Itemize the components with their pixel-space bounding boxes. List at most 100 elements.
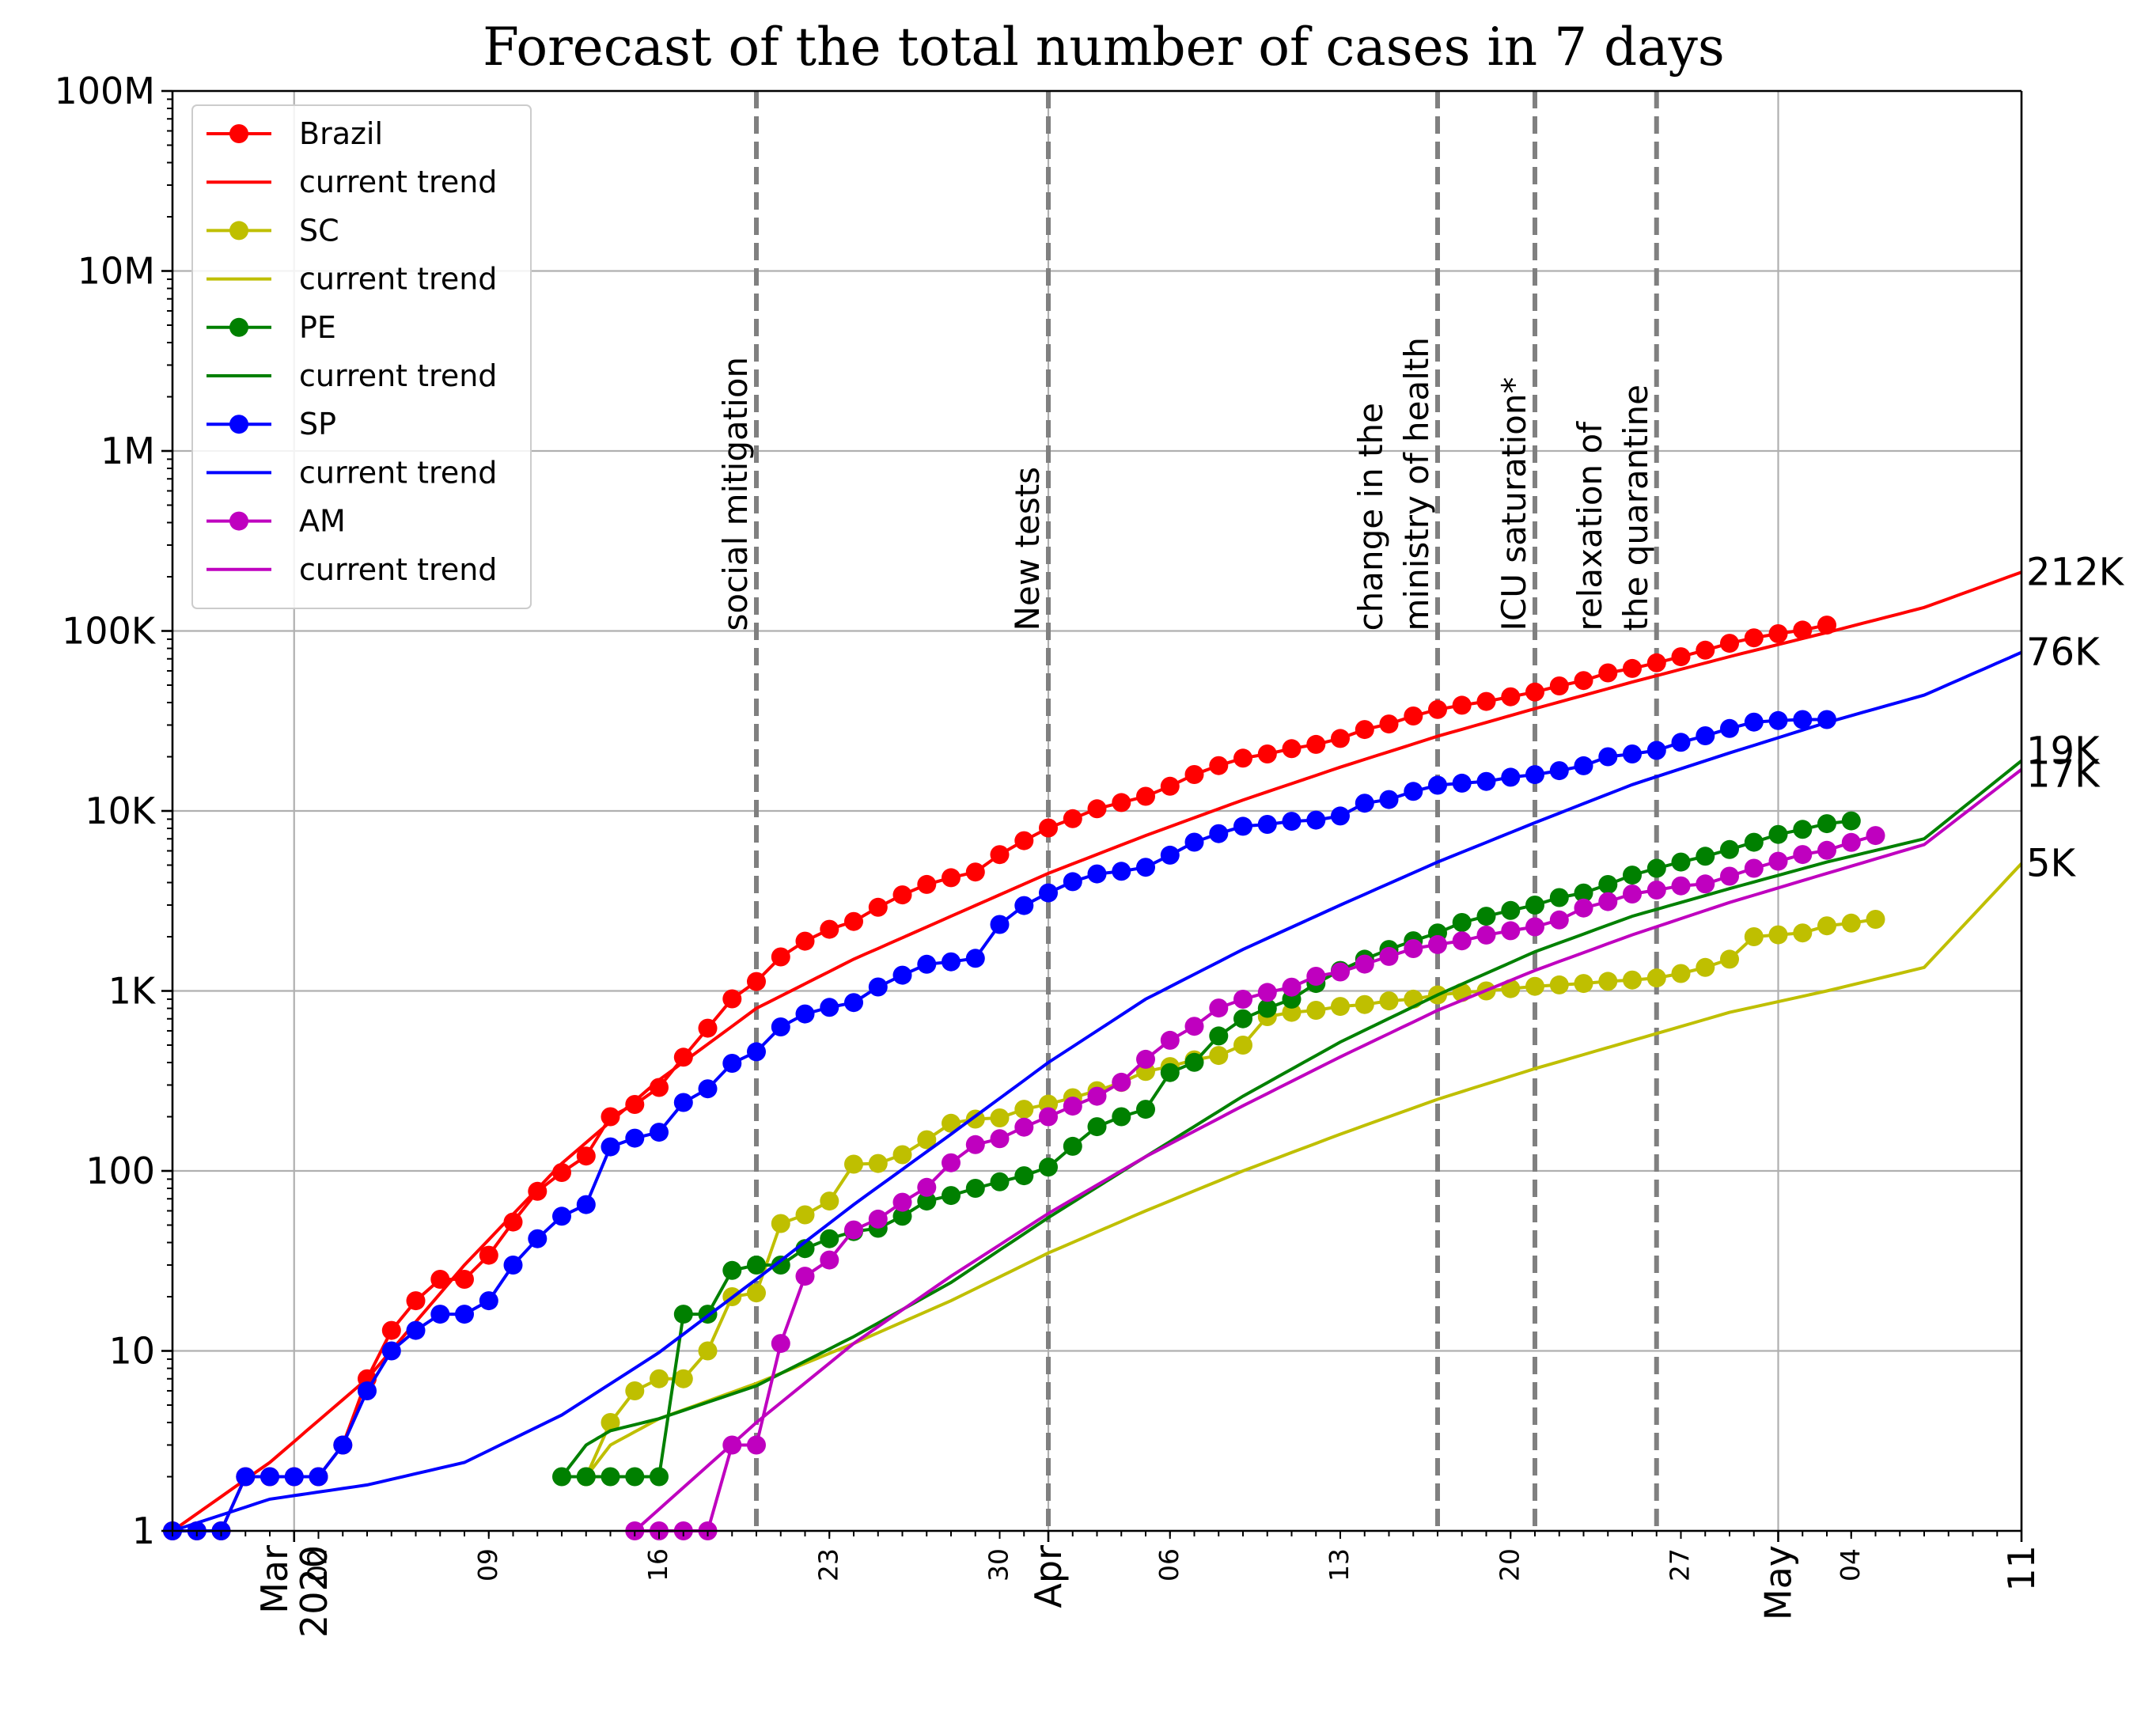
data-point-pe bbox=[625, 1467, 645, 1487]
event-label-group: change in the ministry of health bbox=[1351, 337, 1436, 631]
data-point-pe bbox=[1257, 998, 1277, 1018]
trend-line bbox=[633, 768, 2023, 1532]
data-point-am bbox=[868, 1209, 888, 1229]
data-point-pe bbox=[1476, 907, 1496, 926]
data-point-am bbox=[1549, 910, 1569, 930]
data-point-pe bbox=[1452, 913, 1472, 932]
data-point-sp bbox=[601, 1137, 620, 1157]
data-point-pe bbox=[1160, 1063, 1180, 1082]
data-point-brazil bbox=[1112, 793, 1131, 813]
data-point-am bbox=[771, 1334, 790, 1354]
event-label: the quarantine bbox=[1616, 385, 1655, 631]
data-point-brazil bbox=[1331, 729, 1350, 748]
data-point-am bbox=[1112, 1072, 1131, 1092]
data-point-brazil bbox=[1282, 739, 1302, 759]
data-point-brazil bbox=[1257, 744, 1277, 763]
data-point-sc bbox=[917, 1130, 937, 1150]
event-label: ministry of health bbox=[1397, 337, 1436, 631]
data-point-pe bbox=[1646, 858, 1666, 878]
data-point-sp bbox=[333, 1435, 353, 1455]
data-point-sp bbox=[1257, 815, 1277, 834]
data-point-pe bbox=[1793, 820, 1813, 839]
end-label: 5K bbox=[2026, 842, 2077, 886]
legend-label: SP bbox=[299, 407, 336, 441]
data-point-pe bbox=[917, 1191, 937, 1211]
data-point-pe bbox=[601, 1467, 620, 1487]
legend-swatch-marker bbox=[229, 511, 248, 531]
x-minor-tick-label-group: 04 bbox=[1835, 1548, 1866, 1582]
data-point-sp bbox=[868, 977, 888, 997]
data-point-pe bbox=[990, 1172, 1010, 1191]
data-point-am bbox=[844, 1220, 863, 1240]
data-point-am bbox=[1087, 1086, 1107, 1106]
data-point-am bbox=[1184, 1017, 1204, 1036]
data-point-sp bbox=[673, 1093, 693, 1112]
event-label-group: relaxation of the quarantine bbox=[1571, 385, 1655, 631]
data-point-brazil bbox=[1428, 699, 1447, 719]
data-point-sc bbox=[698, 1341, 718, 1361]
data-point-sc bbox=[1817, 916, 1836, 936]
data-point-am bbox=[795, 1267, 815, 1286]
chart-title: Forecast of the total number of cases in… bbox=[483, 17, 1725, 78]
data-point-am bbox=[1282, 977, 1302, 997]
x-minor-tick-label: 09 bbox=[472, 1548, 503, 1582]
data-point-brazil bbox=[942, 868, 961, 888]
end-label: 19K bbox=[2026, 729, 2101, 774]
data-point-sp bbox=[1282, 812, 1302, 832]
data-point-brazil bbox=[1233, 748, 1252, 768]
data-point-sc bbox=[1233, 1036, 1252, 1055]
y-tick-label: 10K bbox=[85, 790, 157, 832]
data-point-pe bbox=[1696, 847, 1715, 866]
data-point-sc bbox=[650, 1369, 669, 1388]
data-point-sc bbox=[1525, 976, 1544, 996]
data-point-brazil bbox=[1501, 687, 1521, 707]
y-tick-label: 10 bbox=[108, 1330, 155, 1373]
data-point-sp bbox=[1501, 767, 1521, 787]
data-point-pe bbox=[965, 1179, 985, 1198]
data-point-am bbox=[892, 1192, 912, 1212]
data-point-sc bbox=[1671, 964, 1691, 983]
data-point-sc bbox=[747, 1283, 766, 1303]
data-point-sp bbox=[820, 998, 839, 1017]
data-point-sp bbox=[722, 1054, 742, 1073]
data-point-sp bbox=[771, 1017, 790, 1036]
data-point-brazil bbox=[1087, 799, 1107, 819]
data-point-am bbox=[1696, 874, 1715, 894]
data-point-am bbox=[1817, 840, 1836, 860]
data-point-brazil bbox=[455, 1270, 474, 1289]
data-point-brazil bbox=[1306, 734, 1326, 754]
data-point-sc bbox=[1306, 1001, 1326, 1020]
x-minor-tick-label: 16 bbox=[642, 1548, 673, 1582]
data-point-pe bbox=[1549, 888, 1569, 907]
data-point-sp bbox=[406, 1320, 426, 1340]
data-point-sp bbox=[1623, 744, 1642, 763]
data-point-am bbox=[1646, 881, 1666, 900]
event-markers: social mitigation New tests change in the m… bbox=[716, 91, 1659, 1531]
data-point-brazil bbox=[1039, 818, 1058, 838]
x-minor-tick-label-group: 23 bbox=[813, 1548, 843, 1582]
data-point-sc bbox=[625, 1381, 645, 1400]
data-point-sp bbox=[503, 1256, 523, 1275]
data-point-sc bbox=[1793, 923, 1813, 943]
x-minor-tick-label: 04 bbox=[1835, 1548, 1866, 1582]
data-point-brazil bbox=[1671, 647, 1691, 667]
data-point-sp bbox=[552, 1207, 571, 1226]
data-point-pe bbox=[1768, 824, 1788, 844]
x-major-tick-label-group: Apr bbox=[1027, 1545, 1070, 1608]
data-point-sc bbox=[868, 1154, 888, 1173]
legend-label: current trend bbox=[299, 358, 497, 393]
data-point-pe bbox=[1574, 883, 1593, 903]
event-label: social mitigation bbox=[716, 357, 755, 631]
data-point-brazil bbox=[479, 1245, 498, 1265]
data-point-sc bbox=[1720, 949, 1739, 969]
x-major-tick-label: Mar bbox=[253, 1545, 296, 1614]
data-point-sp bbox=[917, 954, 937, 974]
data-point-sp bbox=[795, 1004, 815, 1024]
data-point-brazil bbox=[698, 1018, 718, 1038]
data-point-am bbox=[917, 1177, 937, 1197]
data-point-brazil bbox=[917, 874, 937, 894]
data-point-sc bbox=[673, 1369, 693, 1388]
data-point-sp bbox=[990, 915, 1010, 934]
data-point-brazil bbox=[1623, 658, 1642, 678]
data-point-am bbox=[1160, 1030, 1180, 1050]
